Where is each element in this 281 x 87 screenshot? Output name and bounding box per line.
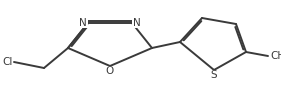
Text: S: S — [211, 70, 217, 80]
Text: O: O — [106, 66, 114, 76]
Text: N: N — [133, 18, 140, 28]
Text: Cl: Cl — [2, 57, 13, 67]
Text: CH₃: CH₃ — [270, 51, 281, 61]
Text: N: N — [80, 18, 87, 28]
